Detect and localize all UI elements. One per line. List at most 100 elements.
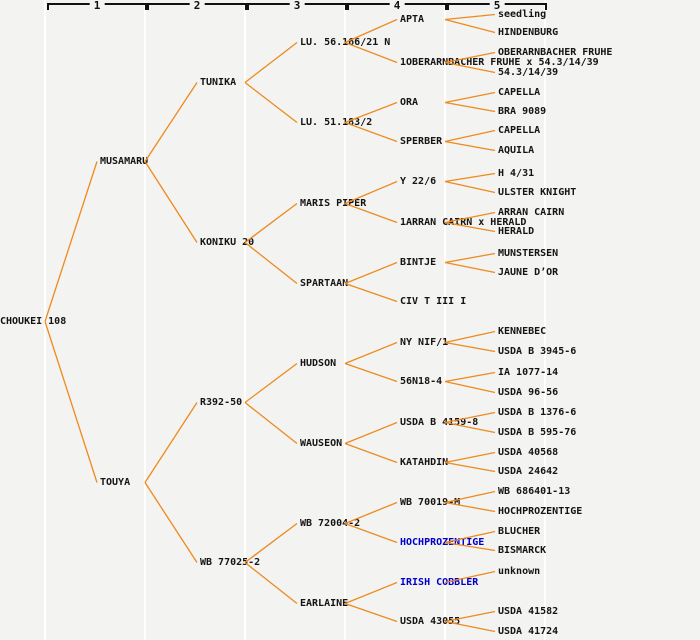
pedigree-node-herald: HERALD	[498, 226, 535, 237]
pedigree-node-capella1: CAPELLA	[498, 87, 541, 98]
pedigree-edge	[444, 172, 496, 183]
generation-label: 3	[289, 0, 305, 11]
pedigree-node-n5434: 54.3/14/39	[498, 67, 559, 78]
pedigree-node-hoch5: HOCHPROZENTIGE	[498, 506, 583, 517]
pedigree-node-kennebec: KENNEBEC	[498, 326, 547, 337]
pedigree-node-unknown: unknown	[498, 566, 541, 577]
pedigree-node-wb70019: WB 70019-M	[400, 497, 461, 508]
pedigree-node-civ: CIV T III I	[400, 296, 467, 307]
pedigree-edge	[344, 581, 398, 605]
pedigree-node-hindenburg: HINDENBURG	[498, 27, 559, 38]
pedigree-node-hochlink[interactable]: HOCHPROZENTIGE	[400, 537, 485, 548]
pedigree-node-usda40568: USDA 40568	[498, 447, 559, 458]
pedigree-node-h431: H 4/31	[498, 168, 535, 179]
pedigree-edge	[244, 561, 298, 605]
pedigree-edge	[344, 282, 398, 303]
pedigree-node-r392: R392-50	[200, 397, 243, 408]
pedigree-node-ia1077: IA 1077-14	[498, 367, 559, 378]
pedigree-node-musamaru: MUSAMARU	[100, 156, 149, 167]
pedigree-edge	[444, 140, 496, 152]
pedigree-node-aquila: AQUILA	[498, 145, 535, 156]
pedigree-node-hudson: HUDSON	[300, 358, 337, 369]
pedigree-node-maris: MARIS PIPER	[300, 198, 367, 209]
column-divider	[144, 0, 146, 640]
pedigree-node-oberx: 1OBERARNBACHER FRUHE x 54.3/14/39	[400, 57, 599, 68]
pedigree-node-katahdin: KATAHDIN	[400, 457, 449, 468]
pedigree-edge	[344, 421, 398, 445]
pedigree-node-ulster: ULSTER KNIGHT	[498, 187, 577, 198]
pedigree-edge	[444, 330, 496, 344]
pedigree-node-koniku: KONIKU 20	[200, 237, 255, 248]
pedigree-edge	[444, 341, 496, 353]
pedigree-edge	[444, 380, 496, 394]
generation-label: 5	[489, 0, 505, 11]
pedigree-node-tunika: TUNIKA	[200, 77, 237, 88]
pedigree-edge	[244, 81, 298, 124]
pedigree-edge	[144, 161, 198, 243]
pedigree-edge	[444, 18, 496, 34]
pedigree-node-nynif: NY NIF/1	[400, 337, 449, 348]
pedigree-edge	[444, 371, 496, 383]
generation-label: 1	[89, 0, 105, 11]
pedigree-node-bra9089: BRA 9089	[498, 106, 547, 117]
pedigree-node-irish[interactable]: IRISH COBBLER	[400, 577, 479, 588]
pedigree-node-jaune: JAUNE D’OR	[498, 267, 559, 278]
pedigree-edge	[444, 91, 496, 104]
pedigree-edge	[144, 482, 198, 563]
pedigree-edge	[344, 442, 398, 464]
pedigree-edge	[444, 451, 496, 464]
pedigree-edge	[244, 41, 298, 84]
pedigree-node-usda24642: USDA 24642	[498, 466, 559, 477]
pedigree-node-choukei: CHOUKEI 108	[0, 316, 67, 327]
pedigree-node-munstersen: MUNSTERSEN	[498, 248, 559, 259]
pedigree-node-wb77025: WB 77025-2	[200, 557, 261, 568]
pedigree-node-usda41582: USDA 41582	[498, 606, 559, 617]
pedigree-edge	[444, 129, 496, 143]
pedigree-node-bismarck: BISMARCK	[498, 545, 547, 556]
pedigree-node-capella2: CAPELLA	[498, 125, 541, 136]
pedigree-node-ora: ORA	[400, 97, 419, 108]
column-divider	[444, 0, 446, 640]
pedigree-node-arran: ARRAN CAIRN	[498, 207, 565, 218]
pedigree-edge	[444, 261, 496, 274]
pedigree-edge	[144, 82, 198, 162]
pedigree-node-touya: TOUYA	[100, 477, 131, 488]
pedigree-node-lu56: LU. 56.166/21 N	[300, 37, 391, 48]
pedigree-node-bintje: BINTJE	[400, 257, 437, 268]
pedigree-node-ober: OBERARNBACHER FRUHE	[498, 47, 613, 58]
pedigree-node-y226: Y 22/6	[400, 176, 437, 187]
pedigree-edge	[444, 13, 496, 21]
pedigree-edge	[244, 241, 298, 285]
pedigree-edge	[244, 401, 298, 445]
pedigree-edge	[144, 402, 198, 483]
pedigree-node-apta: APTA	[400, 14, 425, 25]
generation-bracket: 4	[347, 0, 447, 11]
column-divider	[244, 0, 246, 640]
pedigree-edge	[444, 252, 496, 264]
pedigree-node-sperber: SPERBER	[400, 136, 443, 147]
pedigree-edge	[444, 101, 496, 113]
pedigree-edge	[344, 341, 398, 365]
pedigree-node-usda43055: USDA 43055	[400, 616, 461, 627]
column-divider	[344, 0, 346, 640]
pedigree-node-usda9656: USDA 96-56	[498, 387, 559, 398]
pedigree-node-usdab1376: USDA B 1376-6	[498, 407, 577, 418]
generation-label: 2	[189, 0, 205, 11]
pedigree-edge	[44, 161, 98, 322]
pedigree-node-seedling: seedling	[498, 9, 547, 20]
pedigree-node-wb72004: WB 72004-2	[300, 518, 361, 529]
pedigree-node-usdab3945: USDA B 3945-6	[498, 346, 577, 357]
generation-bracket: 2	[147, 0, 247, 11]
pedigree-node-wauseon: WAUSEON	[300, 438, 343, 449]
pedigree-node-usdab595: USDA B 595-76	[498, 427, 577, 438]
pedigree-node-lu51: LU. 51.183/2	[300, 117, 373, 128]
pedigree-node-blucher: BLUCHER	[498, 526, 541, 537]
generation-label: 4	[389, 0, 405, 11]
pedigree-node-earlaine: EARLAINE	[300, 598, 349, 609]
pedigree-node-wb686401: WB 686401-13	[498, 486, 571, 497]
pedigree-edge	[444, 461, 496, 473]
generation-bracket: 5	[447, 0, 547, 11]
pedigree-edge	[444, 180, 496, 194]
